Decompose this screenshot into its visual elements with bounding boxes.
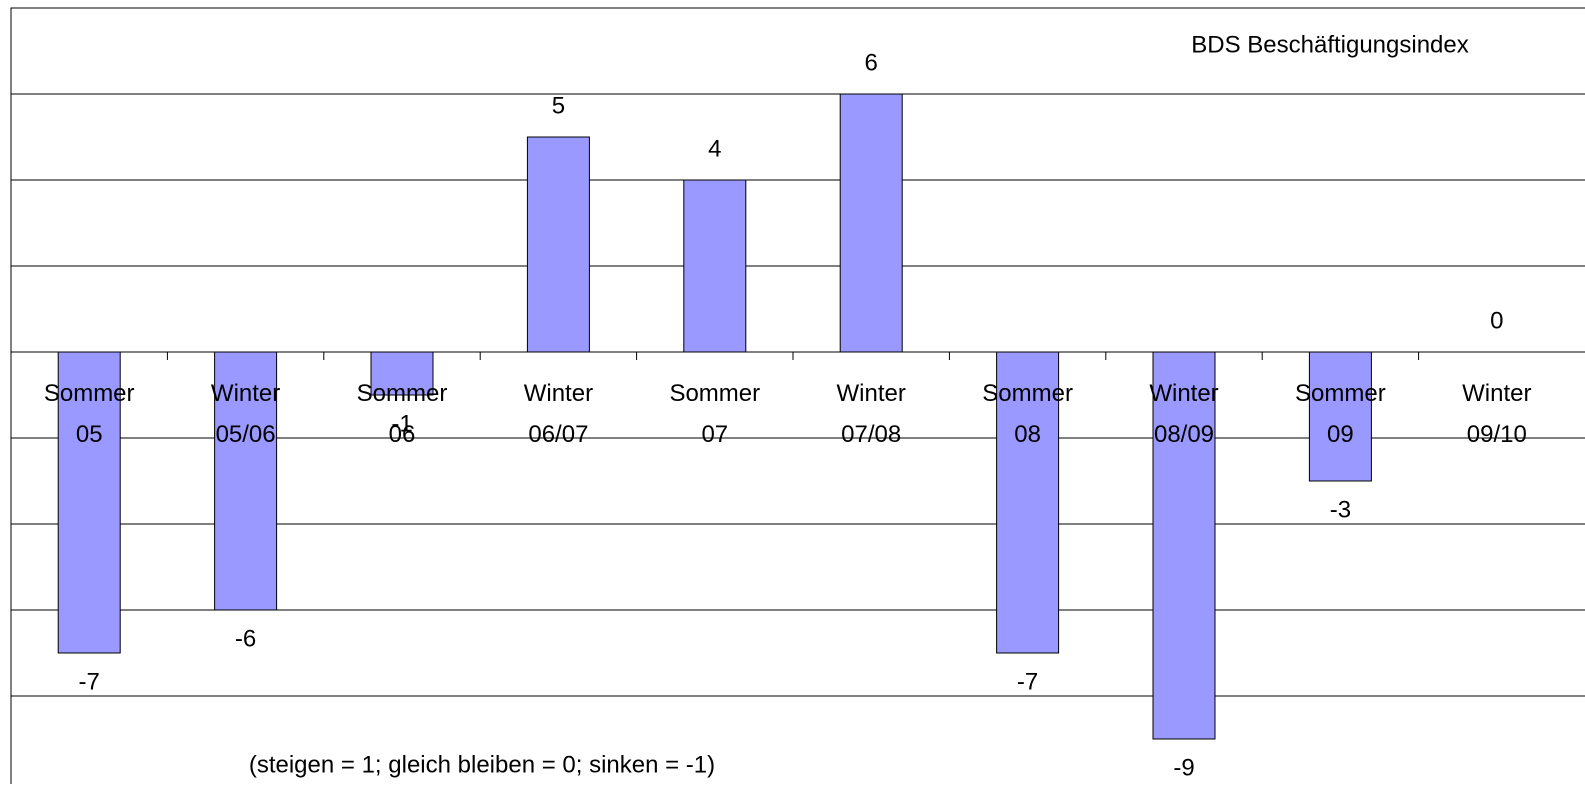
data-label: 4 xyxy=(708,135,721,162)
x-tick-label: Sommer 06 xyxy=(357,380,448,448)
data-label: 0 xyxy=(1490,307,1503,334)
data-label: -9 xyxy=(1173,754,1194,781)
bar xyxy=(526,136,590,353)
x-tick-label: Winter 05/06 xyxy=(211,380,280,448)
x-tick-label: Sommer 05 xyxy=(44,380,135,448)
bar xyxy=(1308,351,1372,482)
bar xyxy=(57,351,121,654)
chart-title: BDS Beschäftigungsindex xyxy=(1191,31,1469,58)
data-label: -6 xyxy=(235,625,256,652)
bar xyxy=(683,179,747,353)
data-label: 6 xyxy=(865,49,878,76)
data-label: -7 xyxy=(79,668,100,695)
x-tick-label: Sommer 07 xyxy=(669,380,760,448)
bar xyxy=(839,93,903,353)
data-label: -7 xyxy=(1017,668,1038,695)
data-label: -3 xyxy=(1330,496,1351,523)
data-label: -1 xyxy=(391,410,412,437)
bar xyxy=(370,351,434,396)
x-tick-label: Winter 07/08 xyxy=(837,380,906,448)
x-tick-label: Sommer 09 xyxy=(1295,380,1386,448)
x-tick-label: Winter 08/09 xyxy=(1149,380,1218,448)
annotation: (steigen = 1; gleich bleiben = 0; sinken… xyxy=(249,751,715,778)
bar xyxy=(214,351,278,611)
bars xyxy=(57,93,1372,740)
x-tick-label: Sommer 08 xyxy=(982,380,1073,448)
data-label: 5 xyxy=(552,92,565,119)
x-tick-label: Winter 06/07 xyxy=(524,380,593,448)
x-tick-label: Winter 09/10 xyxy=(1462,380,1531,448)
bar xyxy=(996,351,1060,654)
bar xyxy=(1152,351,1216,740)
